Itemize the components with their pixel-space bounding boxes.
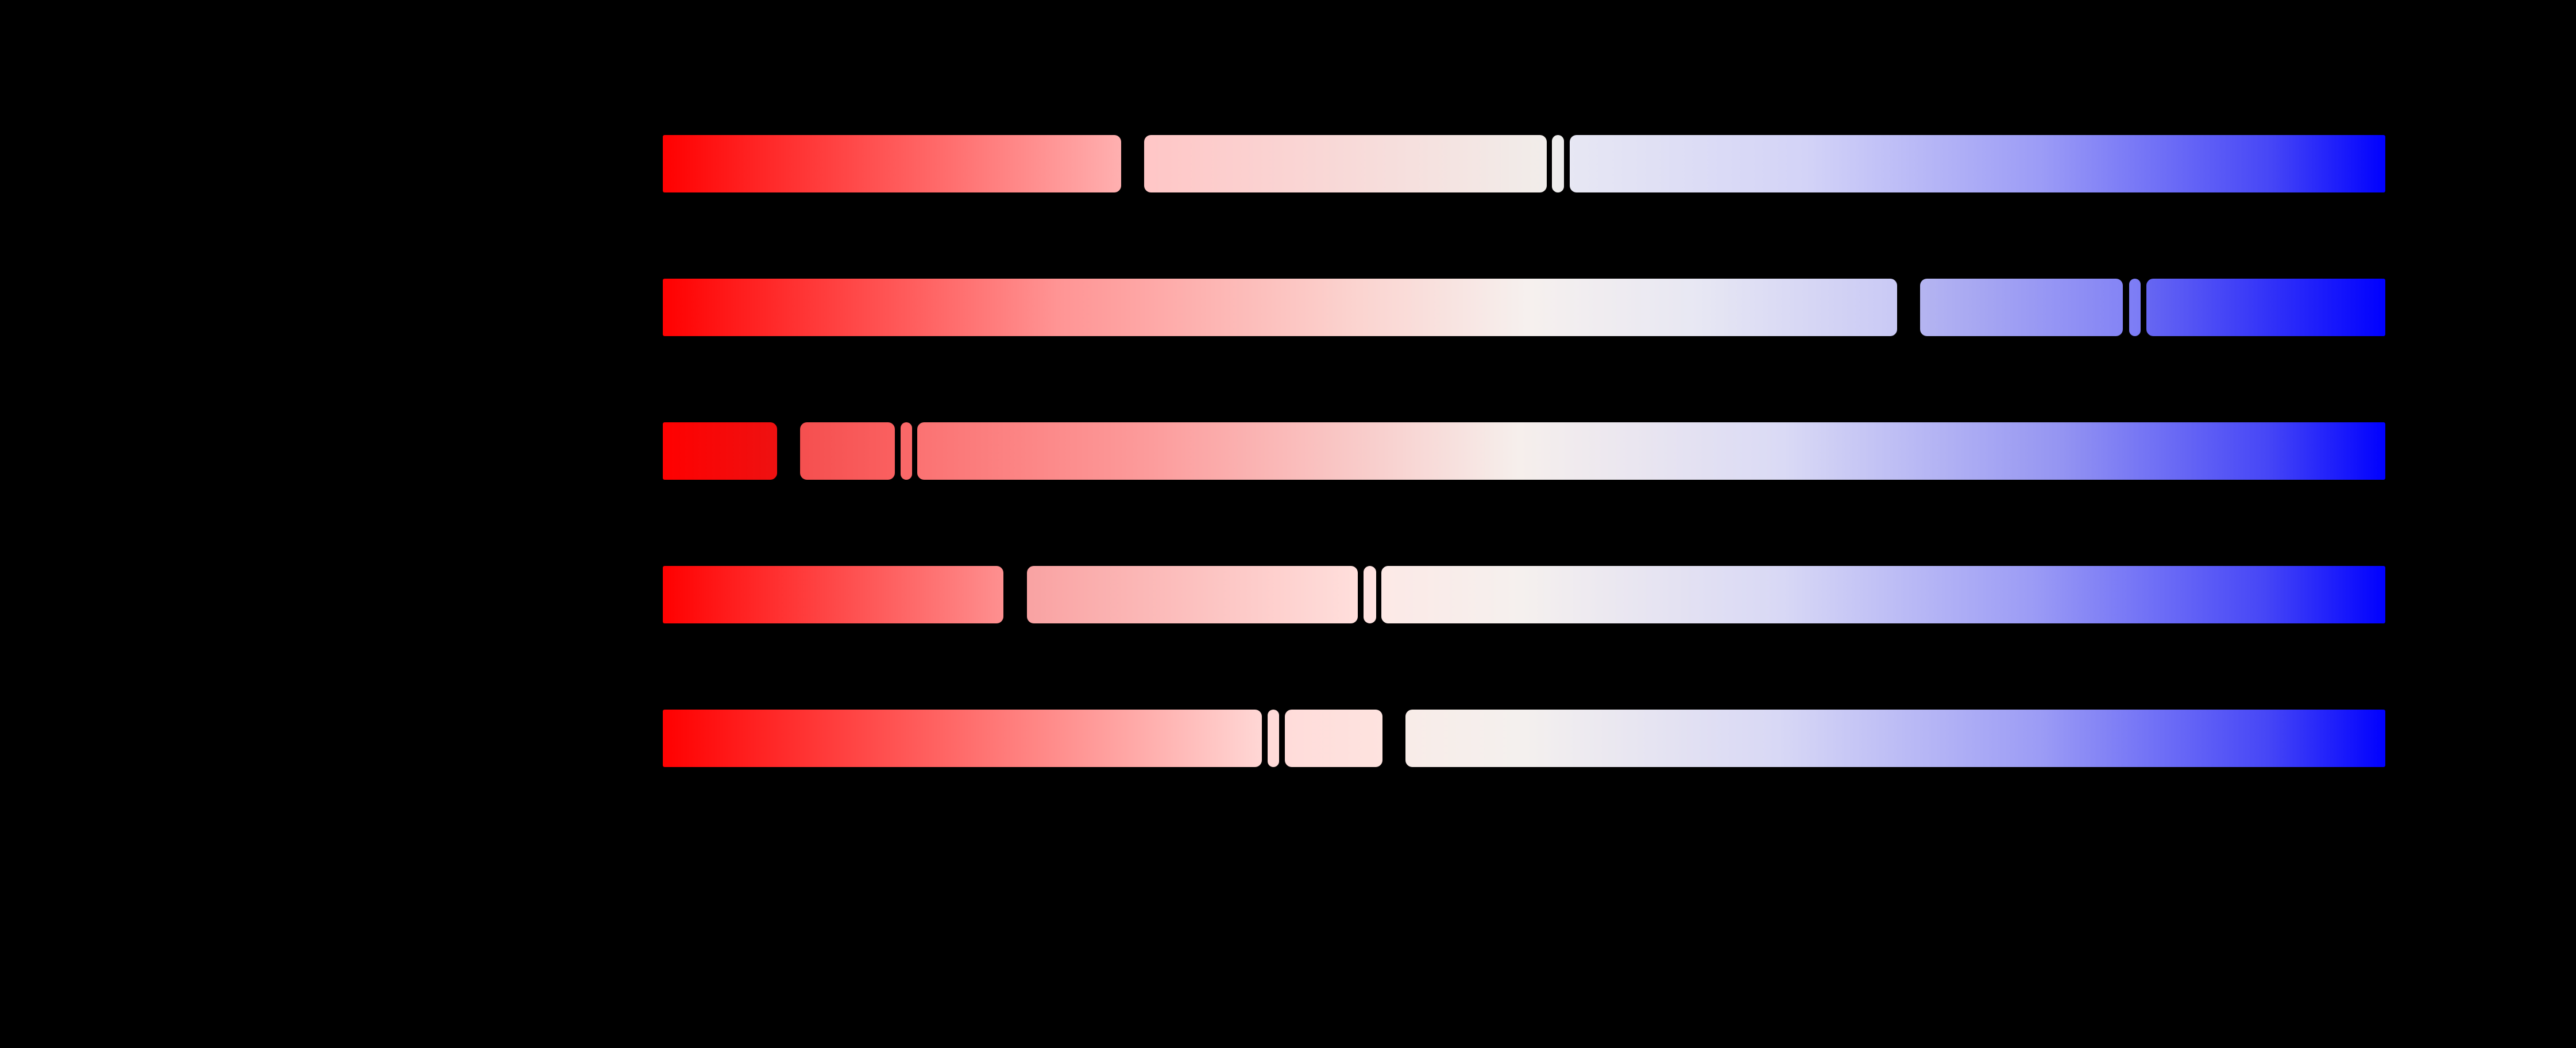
- wide-value-marker: [1003, 566, 1027, 623]
- wide-value-marker: [777, 422, 800, 480]
- bar-segment: [2129, 279, 2141, 336]
- bar-segment: [1027, 566, 1358, 623]
- bar-segment: [1144, 135, 1547, 192]
- bar-segment: [2146, 279, 2385, 336]
- bar-segment: [663, 422, 777, 480]
- tick-marker: [1279, 710, 1285, 767]
- bar-segment: [663, 710, 1262, 767]
- bar-segment: [1920, 279, 2123, 336]
- tick-marker: [1564, 135, 1570, 192]
- bar-segment: [1381, 566, 2385, 623]
- tick-marker: [895, 422, 901, 480]
- wide-value-marker: [1121, 135, 1144, 192]
- tick-marker: [1547, 135, 1552, 192]
- bar-segment: [1364, 566, 1376, 623]
- bar-segment: [663, 135, 1121, 192]
- tick-marker: [1262, 710, 1268, 767]
- tick-marker: [1358, 566, 1364, 623]
- tick-marker: [1376, 566, 1381, 623]
- gradient-bar: [0, 422, 2576, 480]
- wide-value-marker: [1897, 279, 1920, 336]
- gradient-bar: [0, 279, 2576, 336]
- bar-segment: [901, 422, 912, 480]
- bar-segment: [663, 566, 1003, 623]
- bar-segment: [800, 422, 895, 480]
- gradient-bar: [0, 710, 2576, 767]
- bar-segment: [917, 422, 2385, 480]
- bar-segment: [1285, 710, 1382, 767]
- bar-segment: [1570, 135, 2385, 192]
- gradient-bar: [0, 135, 2576, 192]
- tick-marker: [912, 422, 917, 480]
- bar-segment: [1405, 710, 2385, 767]
- bar-segment: [663, 279, 1897, 336]
- tick-marker: [2123, 279, 2129, 336]
- bar-segment: [1268, 710, 1279, 767]
- tick-marker: [2141, 279, 2146, 336]
- bar-segment: [1552, 135, 1564, 192]
- gradient-bar: [0, 566, 2576, 623]
- wide-value-marker: [1382, 710, 1405, 767]
